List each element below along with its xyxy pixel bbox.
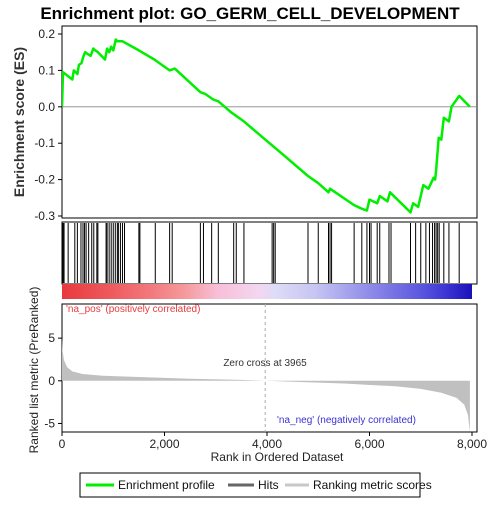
neg-correlated-label: 'na_neg' (negatively correlated) — [277, 415, 416, 426]
x-tick-label: 4,000 — [252, 437, 282, 451]
es-y-tick-label: 0.0 — [38, 100, 55, 114]
x-tick-label: 6,000 — [354, 437, 384, 451]
metric-y-tick-label: -5 — [44, 416, 55, 430]
hits-marks — [62, 223, 460, 283]
x-tick-label: 2,000 — [149, 437, 179, 451]
x-axis-ticks: 0 2,000 4,000 6,000 8,000 — [59, 432, 487, 451]
es-panel-frame — [61, 25, 478, 219]
x-tick-label: 8,000 — [457, 437, 487, 451]
legend-hits-label: Hits — [258, 478, 279, 492]
hits-panel-frame — [61, 221, 478, 285]
legend-enrichment-label: Enrichment profile — [118, 478, 215, 492]
legend-item-hits: Hits — [228, 478, 279, 492]
chart-title: Enrichment plot: GO_GERM_CELL_DEVELOPMEN… — [40, 4, 460, 23]
es-y-tick-label: -0.3 — [34, 209, 55, 223]
metric-panel-frame — [61, 303, 478, 433]
metric-y-tick-label: 5 — [48, 331, 55, 345]
metric-y-axis-label: Ranked list metric (PreRanked) — [27, 287, 41, 454]
legend-item-ranking-metric: Ranking metric scores — [285, 478, 432, 492]
legend-item-enrichment-profile: Enrichment profile — [86, 478, 215, 492]
es-y-tick-label: 0.1 — [38, 63, 55, 77]
es-y-tick-label: -0.1 — [34, 136, 55, 150]
rank-color-bar — [62, 284, 472, 299]
es-y-tick-label: 0.2 — [38, 27, 55, 41]
metric-y-ticks: 5 0 -5 — [44, 331, 62, 430]
zero-cross-label: Zero cross at 3965 — [223, 358, 307, 369]
es-y-axis-label: Enrichment score (ES) — [11, 47, 27, 197]
pos-correlated-label: 'na_pos' (positively correlated) — [66, 304, 200, 315]
legend-metric-label: Ranking metric scores — [313, 478, 432, 492]
es-y-tick-label: -0.2 — [34, 173, 55, 187]
x-tick-label: 0 — [59, 437, 66, 451]
metric-y-tick-label: 0 — [48, 374, 55, 388]
enrichment-profile-line — [62, 38, 471, 214]
ranking-metric-area — [62, 338, 470, 432]
es-y-ticks: 0.2 0.1 0.0 -0.1 -0.2 -0.3 — [34, 27, 62, 223]
x-axis-label: Rank in Ordered Dataset — [211, 450, 344, 464]
